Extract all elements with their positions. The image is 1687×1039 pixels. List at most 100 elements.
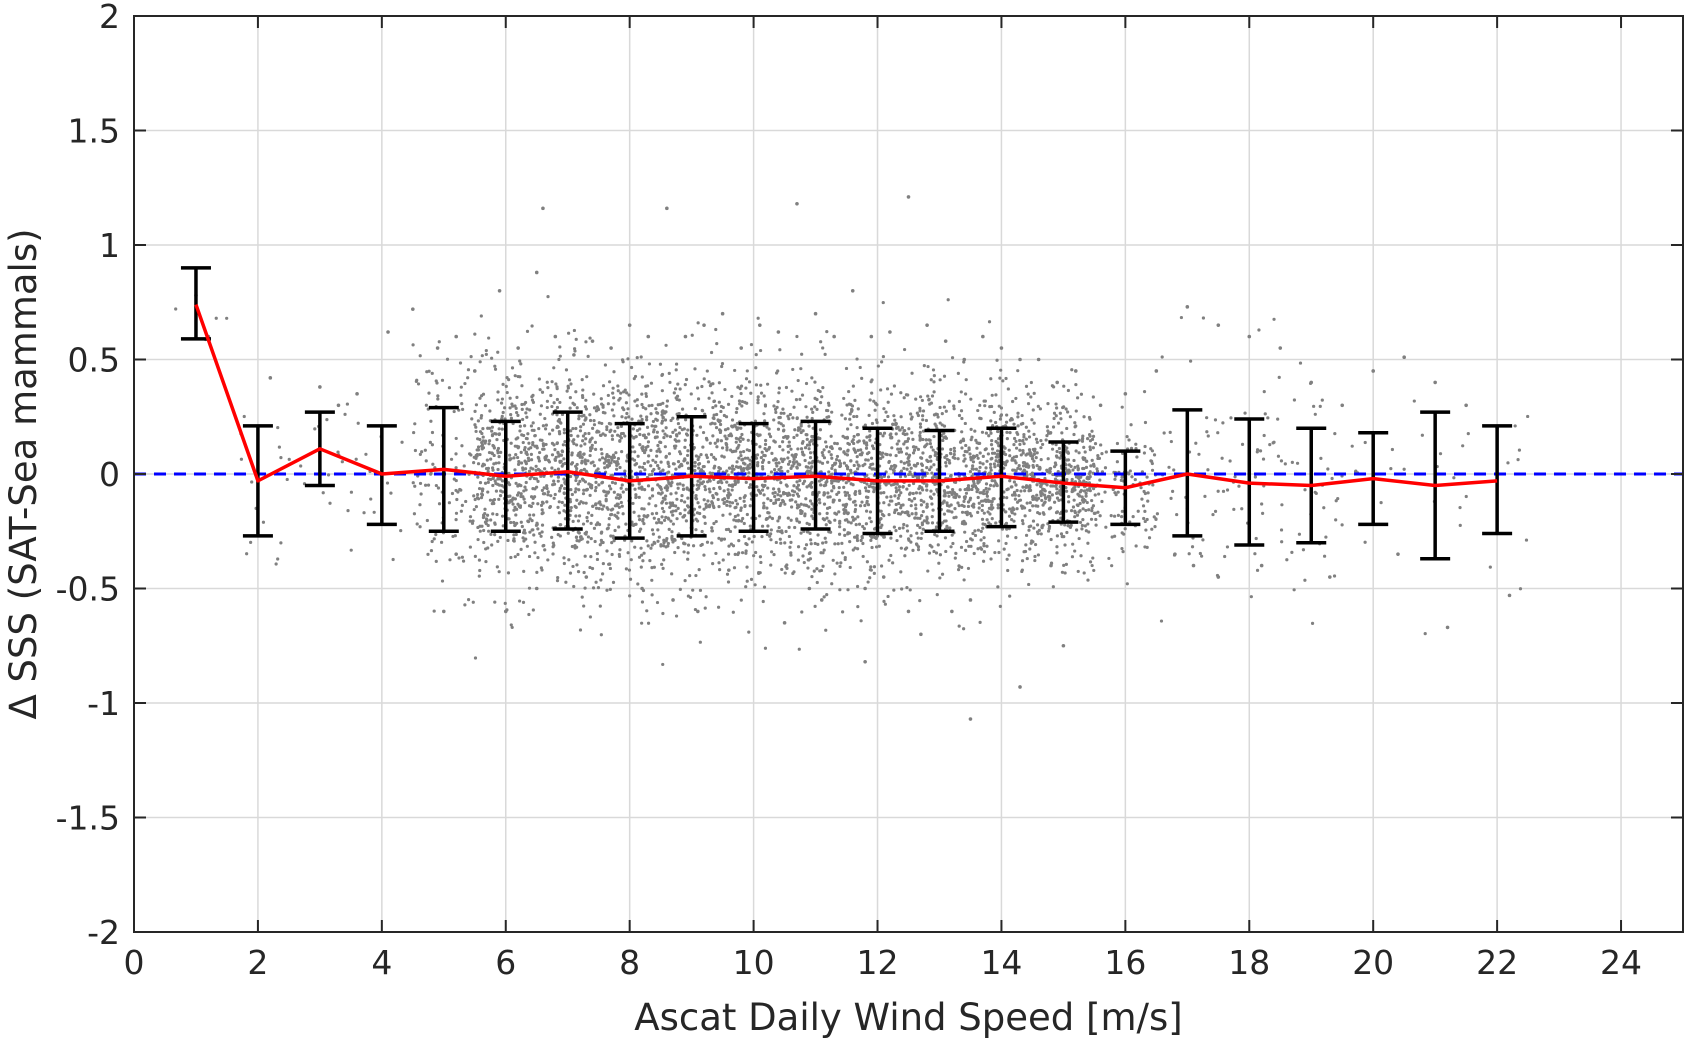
- scatter-point: [558, 534, 562, 538]
- scatter-point: [803, 547, 807, 551]
- scatter-point: [274, 562, 278, 566]
- scatter-point: [536, 555, 540, 560]
- scatter-point: [789, 505, 794, 509]
- scatter-point: [701, 445, 705, 449]
- scatter-point: [907, 427, 911, 431]
- scatter-point: [777, 468, 781, 472]
- scatter-point: [842, 528, 846, 532]
- scatter-point: [1014, 469, 1018, 473]
- scatter-point: [1143, 509, 1147, 513]
- scatter-point: [833, 518, 837, 522]
- scatter-point: [969, 514, 973, 518]
- scatter-point: [810, 507, 814, 511]
- scatter-point: [776, 330, 781, 334]
- scatter-point: [473, 554, 477, 558]
- scatter-point: [558, 459, 562, 464]
- scatter-point: [1125, 582, 1129, 586]
- scatter-point: [702, 507, 706, 511]
- scatter-point: [803, 512, 807, 516]
- scatter-point: [472, 461, 476, 465]
- scatter-point: [869, 482, 873, 486]
- scatter-point: [759, 560, 763, 565]
- scatter-point: [592, 526, 597, 530]
- scatter-point: [1255, 568, 1260, 572]
- scatter-point: [642, 522, 646, 526]
- scatter-point: [1276, 454, 1281, 458]
- scatter-point: [1319, 456, 1323, 461]
- scatter-point: [486, 469, 490, 474]
- scatter-point: [591, 426, 595, 430]
- scatter-point: [843, 505, 848, 509]
- scatter-point: [661, 401, 665, 405]
- scatter-point: [740, 551, 745, 555]
- scatter-point: [501, 382, 505, 386]
- scatter-point: [964, 464, 968, 468]
- scatter-point: [1054, 491, 1059, 495]
- scatter-point: [968, 452, 972, 456]
- scatter-point: [658, 402, 663, 406]
- scatter-point: [683, 334, 688, 339]
- scatter-point: [513, 404, 517, 408]
- scatter-point: [698, 505, 702, 509]
- scatter-point: [1103, 490, 1107, 494]
- scatter-point: [646, 484, 651, 488]
- scatter-point: [629, 365, 634, 370]
- scatter-point: [962, 504, 966, 509]
- scatter-point: [362, 511, 366, 515]
- scatter-point: [583, 586, 587, 590]
- scatter-point: [594, 447, 598, 451]
- scatter-point: [527, 458, 531, 463]
- scatter-point: [524, 460, 528, 464]
- scatter-point: [804, 381, 809, 386]
- scatter-point: [840, 413, 844, 417]
- scatter-point: [616, 511, 620, 515]
- scatter-point: [942, 405, 946, 409]
- scatter-point: [718, 422, 723, 427]
- scatter-point: [1086, 578, 1090, 582]
- scatter-point: [1025, 501, 1029, 505]
- scatter-point: [995, 358, 999, 362]
- scatter-point: [665, 484, 669, 488]
- scatter-point: [1189, 359, 1193, 363]
- scatter-point: [970, 487, 974, 492]
- scatter-point: [1206, 468, 1210, 472]
- scatter-point: [800, 352, 804, 356]
- scatter-point: [1085, 436, 1090, 441]
- scatter-point: [1091, 395, 1095, 399]
- scatter-point: [528, 517, 532, 521]
- scatter-point: [795, 433, 799, 437]
- scatter-point: [973, 429, 977, 433]
- scatter-point: [1258, 449, 1263, 453]
- scatter-point: [459, 509, 463, 513]
- scatter-point: [817, 479, 822, 483]
- scatter-point: [336, 450, 340, 454]
- scatter-point: [874, 545, 879, 549]
- scatter-point: [807, 461, 811, 465]
- scatter-point: [840, 610, 845, 614]
- scatter-point: [568, 474, 573, 479]
- scatter-point: [1032, 391, 1036, 395]
- scatter-point: [852, 447, 856, 451]
- scatter-point: [738, 496, 742, 500]
- scatter-point: [807, 522, 811, 526]
- scatter-point: [633, 545, 637, 549]
- scatter-point: [487, 450, 492, 455]
- scatter-point: [944, 409, 948, 413]
- scatter-point: [500, 514, 505, 518]
- scatter-point: [650, 543, 654, 547]
- scatter-point: [647, 473, 652, 477]
- scatter-point: [830, 410, 834, 414]
- scatter-point: [912, 497, 917, 501]
- scatter-point: [598, 543, 602, 547]
- scatter-point: [1068, 415, 1072, 419]
- scatter-point: [964, 491, 969, 495]
- scatter-point: [867, 413, 871, 418]
- scatter-point: [1090, 506, 1094, 510]
- scatter-point: [473, 332, 477, 336]
- scatter-point: [841, 503, 845, 507]
- scatter-point: [569, 382, 573, 386]
- scatter-point: [873, 535, 877, 540]
- scatter-point: [744, 386, 748, 390]
- scatter-point: [1077, 510, 1081, 514]
- scatter-point: [1017, 464, 1021, 468]
